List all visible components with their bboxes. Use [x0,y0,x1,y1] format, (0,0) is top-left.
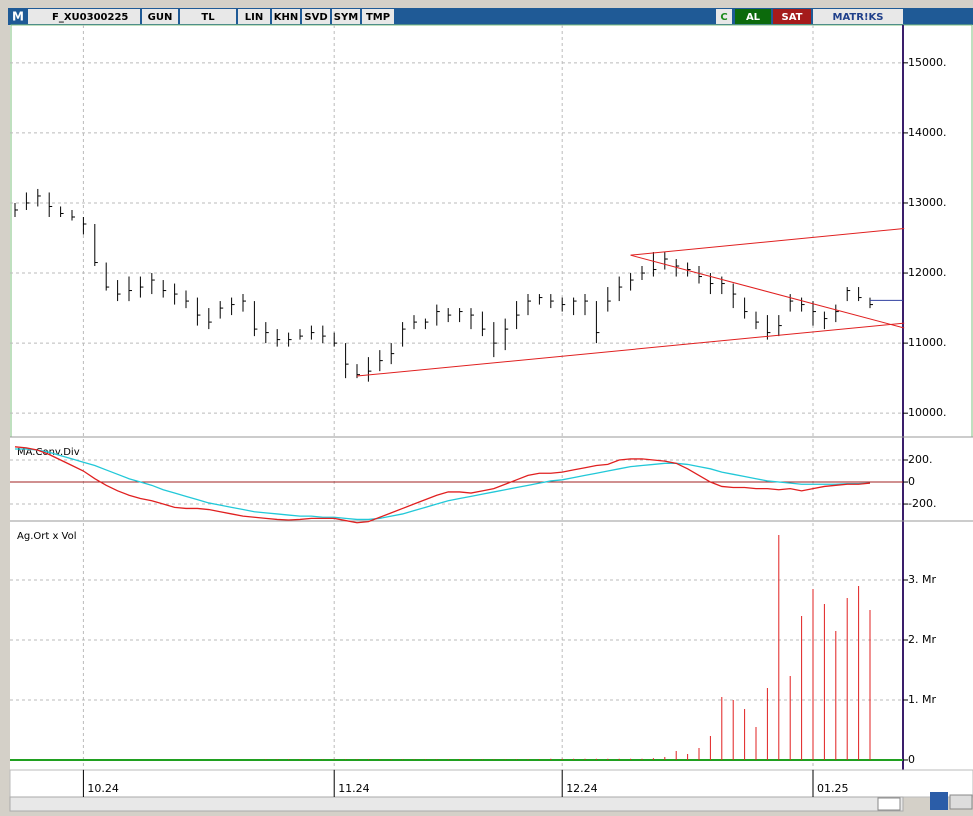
toolbar-button-label: TL [201,12,215,23]
toolbar-button-label: LIN [245,12,263,23]
y-tick-label: 3. Mr [908,573,936,586]
y-tick-label: 12000. [908,266,947,279]
toolbar-button[interactable] [180,9,236,24]
toolbar-button-label: MATR!KS [833,12,884,23]
y-tick-label: 0 [908,475,915,488]
date-label: 11.24 [338,782,370,795]
date-label: 10.24 [87,782,119,795]
nav-buttons[interactable] [949,794,973,810]
toolbar-button[interactable] [272,9,300,24]
toolbar-button[interactable] [302,9,330,24]
toolbar-button[interactable] [735,9,771,24]
scrollbar[interactable] [9,796,904,812]
y-tick-label: 10000. [908,406,947,419]
toolbar-button-label: SYM [334,12,358,23]
trend-line [630,228,905,256]
y-tick-label: 15000. [908,56,947,69]
toolbar-button[interactable] [773,9,811,24]
macd-line [14,446,871,524]
toolbar-button-label: TMP [366,12,390,23]
y-tick-label: 1. Mr [908,693,936,706]
symbol: F_XU0300225 [52,12,128,23]
scroll-thumb[interactable] [877,797,901,811]
logo: M [12,10,24,24]
toolbar-button[interactable] [362,9,394,24]
toolbar-button-label: AL [746,12,761,23]
toolbar-button[interactable] [716,9,732,24]
panel-label: Ag.Ort x Vol [17,531,77,542]
toolbar-button-label: SVD [304,12,327,23]
toolbar-button[interactable] [142,9,178,24]
y-tick-label: 0 [908,753,915,766]
trend-line [356,322,905,377]
y-tick-label: 11000. [908,336,947,349]
date-label: 01.25 [817,782,849,795]
y-tick-label: 13000. [908,196,947,209]
toolbar-button[interactable] [813,9,903,24]
date-label: 12.24 [566,782,598,795]
toolbar-button-label: C [720,12,727,23]
toolbar-button-label: GUN [148,12,173,23]
y-tick-label: 200. [908,453,933,466]
y-tick-label: 14000. [908,126,947,139]
signal-line [15,448,871,521]
refresh-button[interactable] [930,792,948,810]
toolbar-button-label: KHN [274,12,299,23]
toolbar-button-label: SAT [782,12,803,23]
toolbar-button[interactable] [332,9,360,24]
symbol-box[interactable] [28,9,140,24]
y-tick-label: -200. [908,497,936,510]
y-tick-label: 2. Mr [908,633,936,646]
toolbar-button[interactable] [238,9,270,24]
trend-line [630,254,905,329]
chart-area [10,25,973,770]
